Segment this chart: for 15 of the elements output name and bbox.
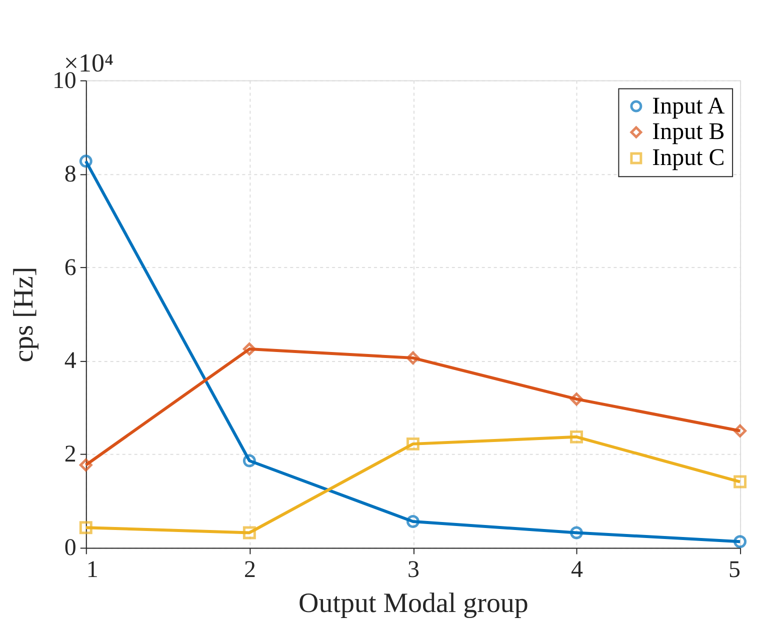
y-tick-label: 0: [64, 535, 76, 562]
y-tick-label: 2: [64, 442, 76, 468]
x-tick-label: 1: [86, 557, 98, 584]
y-tick-label: 4: [64, 348, 76, 374]
legend-label: Input C: [652, 145, 725, 172]
x-tick-label: 2: [244, 557, 256, 584]
x-tick-label: 3: [407, 557, 420, 584]
x-axis-title: Output Modal group: [298, 588, 528, 620]
legend-label: Input B: [652, 119, 725, 146]
legend-label: Input A: [652, 93, 726, 120]
x-tick-label: 4: [571, 557, 584, 584]
x-tick-label: 5: [728, 557, 741, 584]
y-tick-label: 6: [64, 254, 76, 281]
y-tick-label: 8: [64, 161, 76, 188]
y-axis-title: cps [Hz]: [8, 266, 40, 362]
